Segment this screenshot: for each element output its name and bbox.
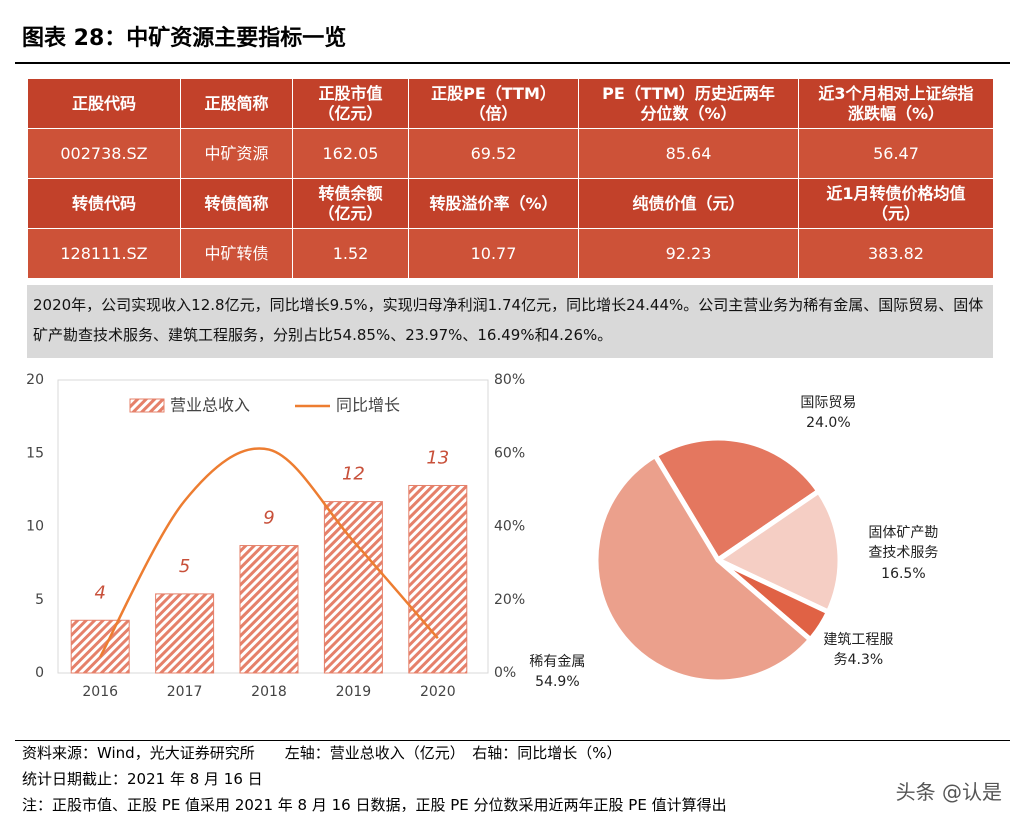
table-cell: 92.23 [578,228,799,279]
table-row: 正股代码 正股简称 正股市值 （亿元） 正股PE（TTM） （倍） PE（TTM）历史近… [27,78,994,129]
table-cell: 1.52 [292,228,409,279]
y2-tick-label: 0% [494,665,516,681]
watermark: 头条 @认是 [895,780,1002,804]
x-tick-label: 2016 [82,684,118,700]
y-tick-label: 20 [26,372,44,388]
pie-label: 建筑工程服务4.3% [822,630,895,671]
rule [15,740,1010,741]
table-cell: 正股市值 （亿元） [292,78,409,129]
table-row: 128111.SZ 中矿转债 1.52 10.77 92.23 383.82 [27,228,994,279]
y-tick-label: 0 [35,665,44,681]
table-cell: 正股代码 [27,78,181,129]
y2-tick-label: 20% [494,592,525,608]
table-cell: 转债余额 （亿元） [292,178,409,229]
table-row: 002738.SZ 中矿资源 162.05 69.52 85.64 56.47 [27,128,994,179]
charts: 0 5 10 15 20 0% 20% 40% 60% 80% 2016 4 2017 5 2018 9 201… [26,372,843,700]
indicator-table: 正股代码 正股简称 正股市值 （亿元） 正股PE（TTM） （倍） PE（TTM）历史近… [27,78,994,279]
table-cell: 中矿资源 [180,128,293,179]
bar [239,545,299,674]
table-cell: 10.77 [408,228,579,279]
bar [155,593,215,674]
value-label: 5 [179,556,190,577]
footer-line: 统计日期截止：2021 年 8 月 16 日 [22,770,263,788]
table-cell: 56.47 [798,128,994,179]
table-cell: 转债代码 [27,178,181,229]
pie-category: 建筑工程服务 [823,632,894,669]
y-tick-label: 5 [35,592,44,608]
value-label: 13 [426,447,449,468]
table-cell: 正股PE（TTM） （倍） [408,78,579,129]
pie-label: 国际贸易 24.0% [792,393,865,434]
table-cell: 正股简称 [180,78,293,129]
table-cell: 002738.SZ [27,128,181,179]
table-cell: 162.05 [292,128,409,179]
table-cell: 纯债价值（元） [578,178,799,229]
bar [323,501,383,674]
table-cell: 69.52 [408,128,579,179]
pie-label: 稀有金属 54.9% [521,652,594,693]
pie-category: 固体矿产勘查技术服务 [868,525,939,562]
y2-tick-label: 60% [494,445,525,461]
footer-line: 注：正股市值、正股 PE 值采用 2021 年 8 月 16 日数据，正股 PE… [22,796,727,814]
x-tick-label: 2020 [420,684,456,700]
table-cell: 中矿转债 [180,228,293,279]
value-label: 12 [342,464,365,485]
summary: 2020年，公司实现收入12.8亿元，同比增长9.5%，实现归母净利润1.74亿… [27,285,993,358]
rule [15,62,1010,64]
legend-swatch [129,398,165,413]
legend-label: 营业总收入 [170,396,250,415]
pie-slice [652,435,822,563]
x-tick-label: 2018 [251,684,287,700]
y-tick-label: 15 [26,445,44,461]
x-tick-label: 2019 [336,684,372,700]
footer-line: 资料来源：Wind，光大证券研究所 左轴：营业总收入（亿元） 右轴：同比增长（%… [22,744,622,762]
table-row: 转债代码 转债简称 转债余额 （亿元） 转股溢价率（%） 纯债价值（元） 近1月转债价格均… [27,178,994,229]
value-label: 9 [263,508,274,529]
table-cell: 近3个月相对上证综指 涨跌幅（%） [798,78,994,129]
value-label: 4 [94,582,105,603]
table-cell: 近1月转债价格均值 （元） [798,178,994,229]
table-cell: 85.64 [578,128,799,179]
x-tick-label: 2017 [167,684,203,700]
table-cell: 128111.SZ [27,228,181,279]
pie-category: 稀有金属 [529,654,586,670]
pie-value: 54.9% [535,674,580,691]
bar [70,619,130,674]
table-cell: 转股溢价率（%） [408,178,579,229]
pie-category: 国际贸易 [800,395,857,411]
line [99,447,439,658]
table-cell: PE（TTM）历史近两年 分位数（%） [578,78,799,129]
table-cell: 转债简称 [180,178,293,229]
pie-value: 4.3% [847,652,884,669]
y-tick-label: 10 [26,519,44,535]
title: 图表 28：中矿资源主要指标一览 [22,26,347,51]
y2-tick-label: 80% [494,372,525,388]
bar [408,484,468,674]
pie-label: 固体矿产勘查技术服务 16.5% [867,523,940,584]
pie-slice [715,488,843,615]
pie-slice [593,452,813,685]
pie-value: 16.5% [881,565,926,582]
pie-value: 24.0% [806,415,851,432]
y2-tick-label: 40% [494,519,525,535]
table-cell: 383.82 [798,228,994,279]
legend-label: 同比增长 [336,396,400,415]
